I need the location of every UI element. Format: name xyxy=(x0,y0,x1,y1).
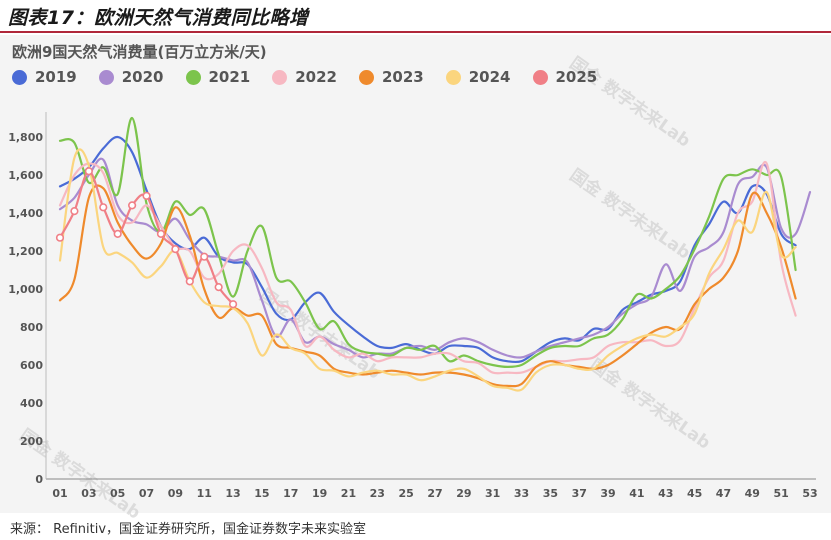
legend-label: 2021 xyxy=(208,68,251,86)
y-tick-label: 1,200 xyxy=(8,245,43,258)
x-tick-label: 33 xyxy=(514,487,529,500)
series-line-2020 xyxy=(58,157,812,359)
legend-item-2025: 2025 xyxy=(532,68,598,86)
legend-item-2020: 2020 xyxy=(98,68,164,86)
x-tick-label: 25 xyxy=(398,487,413,500)
series-line-2022 xyxy=(58,160,797,375)
legend-label: 2019 xyxy=(35,68,77,86)
legend-swatch xyxy=(359,69,374,85)
data-point-2025 xyxy=(185,277,194,286)
legend-item-2024: 2024 xyxy=(445,68,511,86)
x-tick-label: 39 xyxy=(600,487,615,500)
legend-swatch xyxy=(445,69,461,85)
data-point-2025 xyxy=(214,283,223,292)
x-tick-label: 51 xyxy=(773,487,788,500)
data-point-2025 xyxy=(171,245,180,254)
y-tick-label: 800 xyxy=(20,321,43,334)
legend-swatch xyxy=(98,69,114,85)
data-point-2025 xyxy=(70,207,79,216)
series-2022 xyxy=(58,160,797,375)
legend-item-2023: 2023 xyxy=(359,68,424,86)
chart-panel xyxy=(0,35,831,513)
x-tick-label: 41 xyxy=(629,487,644,500)
y-tick-label: 200 xyxy=(20,435,43,448)
x-tick-label: 23 xyxy=(370,487,385,500)
data-point-2025 xyxy=(156,229,166,238)
legend-label: 2025 xyxy=(555,68,598,86)
x-tick-label: 27 xyxy=(427,487,442,500)
x-tick-label: 49 xyxy=(745,487,760,500)
legend-swatch xyxy=(272,69,288,85)
y-tick-label: 1,000 xyxy=(8,283,43,296)
data-point-2025 xyxy=(128,201,137,210)
x-tick-label: 19 xyxy=(312,487,327,500)
x-tick-label: 01 xyxy=(52,487,67,500)
x-tick-label: 17 xyxy=(283,487,298,500)
data-point-2025 xyxy=(142,191,151,200)
x-tick-label: 31 xyxy=(485,487,500,500)
series-2021 xyxy=(58,116,797,368)
x-tick-label: 47 xyxy=(716,487,731,500)
y-tick-label: 400 xyxy=(20,397,43,410)
x-tick-label: 35 xyxy=(543,487,558,500)
legend-label: 2020 xyxy=(121,68,164,86)
legend-item-2022: 2022 xyxy=(272,68,337,86)
y-tick-label: 1,600 xyxy=(8,169,43,182)
x-tick-label: 09 xyxy=(168,487,183,500)
source-note: 来源： Refinitiv，国金证券研究所，国金证券数字未来实验室 xyxy=(10,522,367,537)
y-tick-label: 600 xyxy=(20,359,43,372)
x-tick-label: 11 xyxy=(197,487,212,500)
x-tick-label: 05 xyxy=(110,487,125,500)
data-point-2025 xyxy=(84,167,93,176)
legend-swatch xyxy=(532,69,548,85)
chart-legend: 2019 2020 2021 2022 2023 2024 2025 xyxy=(12,68,619,86)
legend-label: 2023 xyxy=(382,68,424,86)
x-tick-label: 03 xyxy=(81,487,96,500)
x-tick-label: 15 xyxy=(254,487,269,500)
legend-label: 2022 xyxy=(295,68,337,86)
x-tick-label: 21 xyxy=(341,487,356,500)
chart-title: 欧洲9国天然气消费量(百万立方米/天) xyxy=(12,43,267,61)
y-tick-label: 0 xyxy=(35,473,43,486)
data-point-2025 xyxy=(55,233,65,242)
x-tick-label: 53 xyxy=(802,487,817,500)
x-tick-label: 29 xyxy=(456,487,471,500)
series-2023 xyxy=(58,184,797,388)
series-2025 xyxy=(55,167,238,309)
legend-swatch xyxy=(185,69,201,85)
x-tick-label: 43 xyxy=(658,487,673,500)
data-point-2025 xyxy=(228,300,238,309)
legend-label: 2024 xyxy=(468,68,511,86)
data-point-2025 xyxy=(113,229,122,238)
x-tick-label: 13 xyxy=(225,487,240,500)
y-tick-label: 1,400 xyxy=(8,207,43,220)
series-line-2023 xyxy=(58,184,797,388)
data-point-2025 xyxy=(99,203,108,212)
title-rule xyxy=(0,31,831,33)
x-tick-label: 37 xyxy=(572,487,587,500)
figure-title: 图表17：欧洲天然气消费同比略增 xyxy=(8,7,309,29)
x-tick-label: 45 xyxy=(687,487,702,500)
data-point-2025 xyxy=(200,252,209,261)
x-tick-label: 07 xyxy=(139,487,154,500)
legend-item-2019: 2019 xyxy=(12,68,77,86)
y-tick-label: 1,800 xyxy=(8,131,43,144)
series-2020 xyxy=(58,157,812,359)
legend-swatch xyxy=(12,69,27,85)
legend-item-2021: 2021 xyxy=(185,68,251,86)
series-line-2021 xyxy=(58,116,797,368)
